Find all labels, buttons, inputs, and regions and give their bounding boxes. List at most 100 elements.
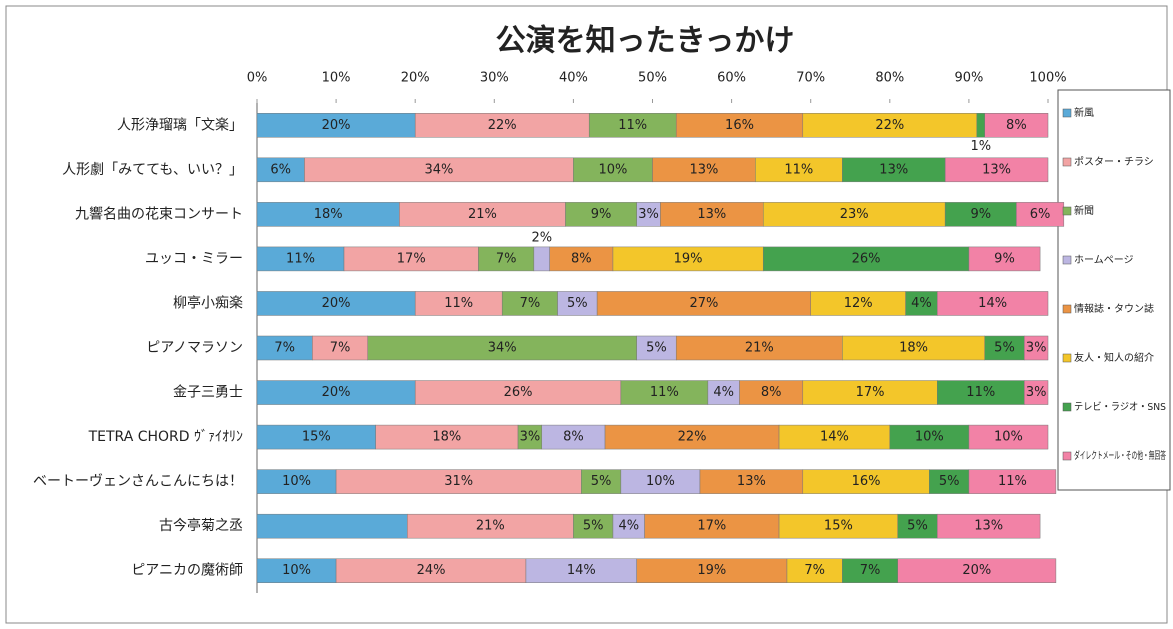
bar-segment <box>612 513 645 539</box>
bar-segment <box>802 469 930 494</box>
bar-segment <box>399 202 566 227</box>
data-label: 14% <box>978 296 1007 311</box>
data-label: 23% <box>840 207 869 222</box>
data-label: 18% <box>432 430 461 445</box>
data-label: 9% <box>591 207 612 222</box>
data-label: 4% <box>911 296 932 311</box>
data-label: 14% <box>820 430 849 445</box>
category-label: ベートーヴェンさんこんにちは！ <box>33 473 243 490</box>
bar-segment <box>256 157 305 183</box>
data-label: 20% <box>962 563 991 578</box>
bar-segment <box>968 246 1041 272</box>
bar-segment <box>256 513 408 539</box>
bar-segment <box>897 558 1057 583</box>
data-label: 7% <box>520 296 541 311</box>
legend-swatch <box>1062 451 1072 461</box>
data-label: 34% <box>488 341 517 356</box>
bar-segment <box>739 380 804 405</box>
legend-label: 友人・知人の紹介 <box>1074 351 1154 364</box>
legend-box <box>1057 89 1171 491</box>
data-label: 19% <box>697 563 726 578</box>
category-label: ピアニカの魔術師 <box>131 563 243 579</box>
bar-segment <box>414 291 503 316</box>
bar-segment <box>525 558 637 583</box>
bar-segment <box>842 335 985 361</box>
data-label: 5% <box>591 474 612 489</box>
bar-segment <box>675 113 804 138</box>
bar-segment <box>256 424 376 450</box>
data-label: 10% <box>915 430 944 445</box>
data-label: 10% <box>994 430 1023 445</box>
category-label: TETRA CHORD ｳﾞｧｲｵﾘﾝ <box>88 429 243 445</box>
bar-segment <box>533 246 550 272</box>
bar-segment <box>905 291 938 316</box>
data-label: 18% <box>899 341 928 356</box>
bar-segment <box>612 246 764 272</box>
x-tick-label: 40% <box>559 71 588 86</box>
data-label: 17% <box>697 519 726 534</box>
data-label: 7% <box>496 251 517 266</box>
data-label: 14% <box>567 563 596 578</box>
data-label: 5% <box>567 296 588 311</box>
data-label: 5% <box>907 519 928 534</box>
x-tick-label: 50% <box>638 71 667 86</box>
data-label: 11% <box>998 474 1027 489</box>
data-label: 34% <box>424 162 453 177</box>
data-label: 11% <box>286 251 315 266</box>
data-label: 17% <box>397 251 426 266</box>
data-label: 7% <box>330 341 351 356</box>
bar-segment <box>802 380 938 405</box>
bar-segment <box>968 469 1057 494</box>
data-label: 20% <box>322 118 351 133</box>
bar-segment <box>937 380 1025 405</box>
data-label: 7% <box>860 563 881 578</box>
legend-swatch <box>1062 157 1072 167</box>
bar-segment <box>660 202 764 227</box>
bar-segment <box>984 113 1049 138</box>
bar-segment <box>786 558 843 583</box>
legend-label: 新風 <box>1074 106 1094 119</box>
data-label: 3% <box>1026 341 1047 356</box>
bar-segment <box>335 558 527 583</box>
bar-segment <box>675 335 843 361</box>
bar-segment <box>968 424 1049 450</box>
data-label: 21% <box>468 207 497 222</box>
bar-segment <box>312 335 368 361</box>
bar-segment <box>557 291 598 316</box>
bar-segment <box>644 513 780 539</box>
data-label: 18% <box>314 207 343 222</box>
data-label: 13% <box>879 162 908 177</box>
data-label: 21% <box>745 341 774 356</box>
data-label: 20% <box>322 385 351 400</box>
data-label: 7% <box>804 563 825 578</box>
bar-segment <box>889 424 970 450</box>
bar-segment <box>842 558 898 583</box>
bar-segment <box>802 113 978 138</box>
x-tick-label: 80% <box>875 71 904 86</box>
data-label: 15% <box>824 519 853 534</box>
bar-segment <box>1024 335 1049 361</box>
x-tick-label: 60% <box>717 71 746 86</box>
data-label: 11% <box>784 162 813 177</box>
legend-label: ポスター・チラシ <box>1074 156 1154 168</box>
data-label: 22% <box>678 430 707 445</box>
data-label: 5% <box>994 341 1015 356</box>
bar-segment <box>478 246 535 272</box>
x-tick-label: 20% <box>401 71 430 86</box>
bar-segment <box>636 558 788 583</box>
bar-segment <box>842 157 946 183</box>
x-tick-label: 90% <box>954 71 983 86</box>
data-label: 19% <box>674 251 703 266</box>
data-label: 4% <box>618 519 639 534</box>
category-label: 金子三勇士 <box>173 385 243 401</box>
data-label: 1% <box>970 139 991 154</box>
bar-segment <box>501 291 558 316</box>
bar-segment <box>256 335 313 361</box>
data-label: 20% <box>322 296 351 311</box>
category-label: ピアノマラソン <box>146 340 243 356</box>
bar-segment <box>944 157 1049 183</box>
data-label: 10% <box>282 563 311 578</box>
category-label: 九響名曲の花束コンサート <box>75 205 243 222</box>
data-label: 26% <box>852 251 881 266</box>
bar-segment <box>565 202 637 227</box>
